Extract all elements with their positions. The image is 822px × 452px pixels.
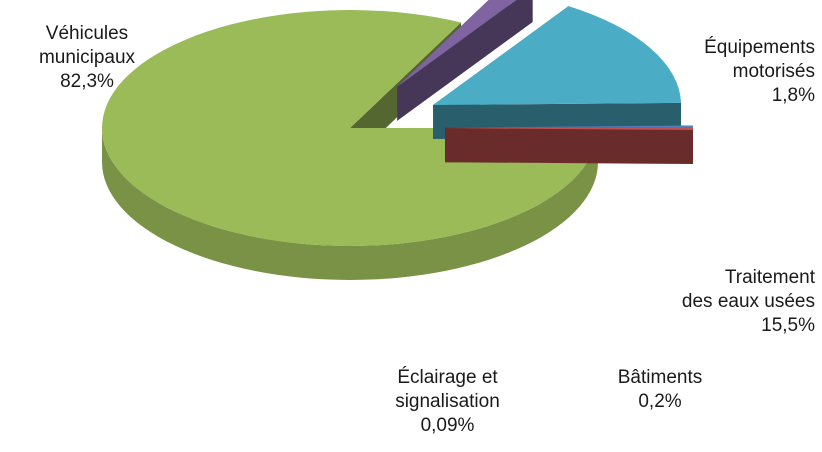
label-equipements-value: 1,8%: [620, 84, 815, 108]
label-batiments-value: 0,2%: [590, 390, 730, 414]
pie-slice-4-wall-end: [445, 128, 693, 164]
label-traitement-value: 15,5%: [615, 314, 815, 338]
label-eclairage-line1: Éclairage et: [365, 366, 530, 390]
label-vehicules: Véhicules municipaux 82,3%: [12, 22, 162, 94]
label-batiments: Bâtiments 0,2%: [590, 366, 730, 414]
label-eclairage-value: 0,09%: [365, 414, 530, 438]
label-eclairage: Éclairage et signalisation 0,09%: [365, 366, 530, 438]
label-equipements-line2: motorisés: [620, 60, 815, 84]
label-vehicules-value: 82,3%: [12, 70, 162, 94]
label-traitement: Traitement des eaux usées 15,5%: [615, 266, 815, 338]
label-equipements: Équipements motorisés 1,8%: [620, 36, 815, 108]
pie-slice-4: [445, 128, 693, 164]
label-batiments-line1: Bâtiments: [590, 366, 730, 390]
label-traitement-line1: Traitement: [615, 266, 815, 290]
label-equipements-line1: Équipements: [620, 36, 815, 60]
label-traitement-line2: des eaux usées: [615, 290, 815, 314]
label-vehicules-line2: municipaux: [12, 46, 162, 70]
label-vehicules-line1: Véhicules: [12, 22, 162, 46]
label-eclairage-line2: signalisation: [365, 390, 530, 414]
